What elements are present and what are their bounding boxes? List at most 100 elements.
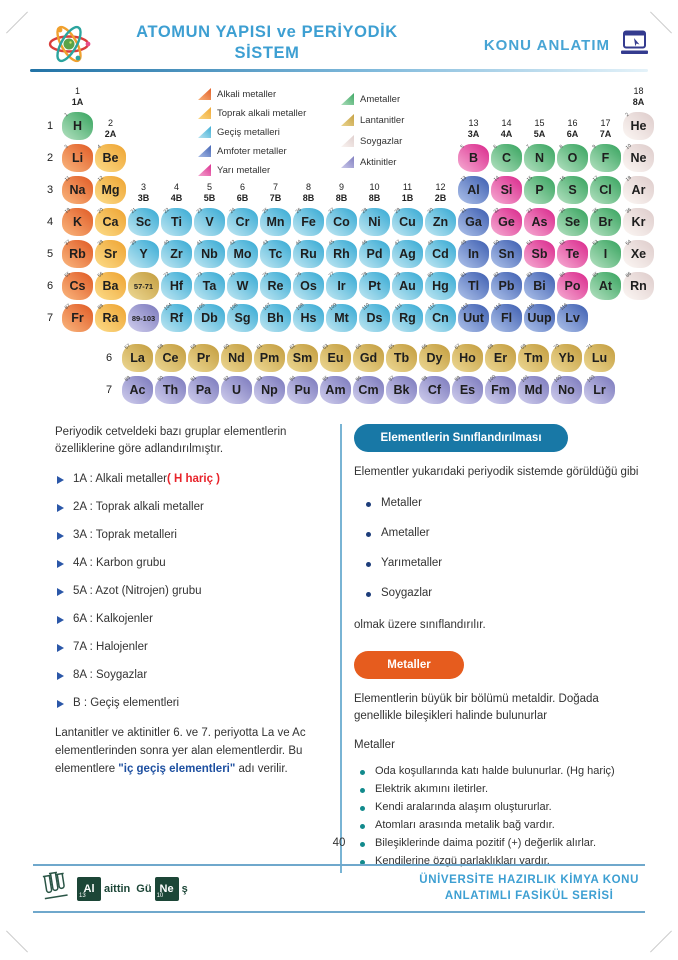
group-label-10: 10 8B: [368, 182, 381, 203]
element-pb: 82 Pb: [491, 271, 522, 300]
element-yb: 70 Yb: [551, 343, 582, 372]
element-ho: 67 Ho: [452, 343, 483, 372]
group-label-1: 1 1A: [71, 86, 84, 107]
element-ca: 20 Ca: [95, 207, 126, 236]
element-am: 95 Am: [320, 375, 351, 404]
element-mn: 25 Mn: [260, 207, 291, 236]
element-rb: 37 Rb: [62, 239, 93, 268]
page-title: ATOMUN YAPISI ve PERİYODİK SİSTEM: [102, 22, 432, 63]
dot-bullet-icon: [360, 805, 365, 811]
element-uup: 115 Uup: [524, 302, 555, 332]
group-label-15: 15 5A: [533, 118, 546, 139]
element-ru: 44 Ru: [293, 239, 324, 268]
element-po: 84 Po: [557, 271, 588, 300]
crop-mark: [650, 11, 672, 34]
dot-bullet-icon: [360, 823, 365, 829]
element-na: 11 Na: [62, 175, 93, 204]
element-cl: 17 Cl: [590, 175, 621, 204]
group-naming-list: 1A : Alkali metaller ( H hariç ) 2A : Top…: [55, 473, 338, 709]
group-label-7: 7 7B: [269, 182, 282, 203]
intro-paragraph: Periyodik cetveldeki bazı gruplar elemen…: [55, 426, 287, 455]
element-kr: 36 Kr: [623, 207, 654, 236]
element-pd: 46 Pd: [359, 239, 390, 268]
legend-marker-yari: [198, 164, 211, 176]
list-item: Soygazlar: [366, 587, 645, 599]
dot-bullet-icon: [366, 531, 371, 537]
group-label-8: 8 8B: [302, 182, 315, 203]
right-column: Elementlerin Sınıflandırılması Elementle…: [354, 424, 645, 873]
arrow-bullet-icon: [57, 588, 64, 597]
list-item: Kendi aralarında alaşım oluştururlar.: [360, 801, 645, 813]
element-sg: 106 Sg: [227, 302, 258, 332]
note-text: Lantanitler ve aktinitler 6. ve 7. periy…: [55, 727, 306, 775]
element-tc: 43 Tc: [260, 239, 291, 268]
element-cf: 98 Cf: [419, 375, 450, 404]
test-tubes-icon: [39, 870, 69, 907]
element-cr: 24 Cr: [227, 207, 258, 236]
element-lr: 103 Lr: [584, 374, 615, 404]
column-divider: [340, 424, 342, 874]
legend-marker-soygaz: [341, 135, 354, 147]
legend-marker-alkali: [198, 88, 211, 100]
page-title-line2: SİSTEM: [234, 43, 300, 62]
legend-right: Ametaller Lantanitler Soygazlar Aktinitler: [341, 93, 404, 168]
element-zr: 40 Zr: [161, 239, 192, 268]
element-ar: 18 Ar: [623, 175, 654, 204]
legend-marker-gecis: [198, 126, 211, 138]
element-cs: 55 Cs: [62, 271, 93, 300]
element-dy: 66 Dy: [419, 343, 450, 372]
element-tm: 69 Tm: [518, 343, 549, 372]
element-89-103: 89-103: [128, 304, 159, 332]
metal-properties-list: Oda koşullarında katı halde bulunurlar. …: [360, 765, 645, 867]
crop-mark: [650, 930, 672, 953]
element-sc: 21 Sc: [128, 207, 159, 236]
element-no: 102 No: [551, 374, 582, 404]
footer-line-bottom: [33, 911, 645, 913]
element-mg: 12 Mg: [95, 175, 126, 204]
element-in: 49 In: [458, 239, 489, 268]
element-57-71: 57-71: [128, 272, 159, 300]
legend-label: Amfoter metaller: [217, 145, 287, 157]
list-item: Atomları arasında metalik bağ vardır.: [360, 819, 645, 831]
periodic-table: 1 2 3 4 5 6 7 1 1A 2 2A 3 3B 4 4B 5 5B 6 6B 7 7B 8 8B 9 8B 10 8B 11…: [40, 80, 656, 404]
logo-element-ne: 10 Ne: [154, 876, 179, 901]
element-li: 3 Li: [62, 144, 93, 172]
legend-item-yari: Yarı metaller: [198, 164, 306, 176]
element-ni: 28 Ni: [359, 207, 390, 236]
legend-item-ametal: Ametaller: [341, 93, 404, 105]
list-item: Elektrik akımını iletirler.: [360, 783, 645, 795]
legend-marker-amfoter: [198, 145, 211, 157]
element-uut: 113 Uut: [458, 302, 489, 332]
element-i: 53 I: [590, 239, 621, 268]
group-naming-item: 6A : Kalkojenler: [55, 613, 338, 625]
group-naming-item: 7A : Halojenler: [55, 641, 338, 653]
element-w: 74 W: [227, 271, 258, 300]
period-label-7: 7: [105, 384, 113, 396]
group-naming-item: 1A : Alkali metaller ( H hariç ): [55, 473, 338, 485]
element-xe: 54 Xe: [623, 239, 654, 268]
element-v: 23 V: [194, 207, 225, 236]
classification-list: Metaller Ametaller Yarımetaller Soygazlar: [366, 497, 645, 599]
group-naming-item: 4A : Karbon grubu: [55, 557, 338, 569]
group-label-2: 2 2A: [104, 118, 117, 139]
group-naming-item: 5A : Azot (Nitrojen) grubu: [55, 585, 338, 597]
classification-badge: Elementlerin Sınıflandırılması: [354, 424, 568, 452]
element-ac: 89 Ac: [122, 375, 153, 404]
element-hs: 108 Hs: [293, 302, 324, 332]
series-line2: ANLATIMLI FASİKÜL SERİSİ: [444, 889, 614, 902]
logo-al-symbol: Al: [83, 882, 95, 895]
element-br: 35 Br: [590, 207, 621, 236]
element-nd: 60 Nd: [221, 343, 252, 372]
classification-outro: olmak üzere sınıflandırılır.: [354, 618, 486, 631]
dot-bullet-icon: [360, 859, 365, 865]
element-ne: 10 Ne: [623, 143, 654, 172]
element-ga: 31 Ga: [458, 207, 489, 236]
element-nb: 41 Nb: [194, 239, 225, 268]
list-item: Yarımetaller: [366, 557, 645, 569]
legend-item-lantanit: Lantanitler: [341, 114, 404, 126]
page-footer: 13 Al aittin Gü 10 Ne ş ÜNİVERSİTE HAZIR…: [33, 864, 645, 913]
list-item: Ametaller: [366, 527, 645, 539]
element-db: 105 Db: [194, 302, 225, 332]
crop-mark: [6, 930, 28, 953]
